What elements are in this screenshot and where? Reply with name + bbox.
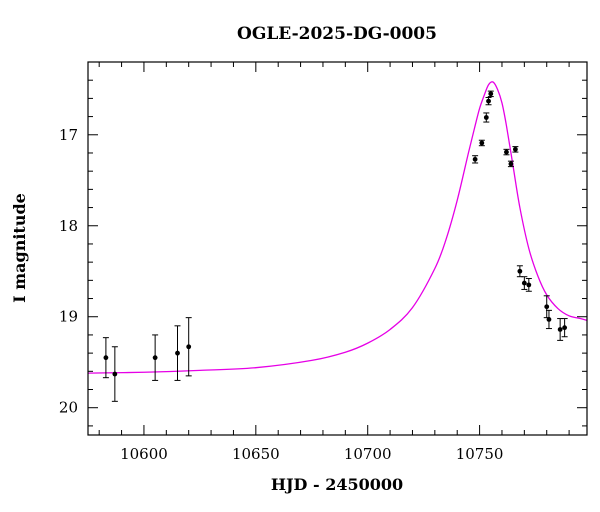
model-curve bbox=[87, 81, 588, 374]
point-marker bbox=[504, 149, 509, 155]
data-point bbox=[503, 148, 510, 156]
point-marker bbox=[112, 371, 118, 377]
point-marker bbox=[472, 156, 478, 162]
x-tick-label: 10700 bbox=[344, 445, 392, 463]
x-tick-label: 10750 bbox=[456, 445, 504, 463]
data-point bbox=[507, 160, 514, 168]
data-point bbox=[102, 337, 109, 379]
data-point bbox=[483, 112, 490, 123]
data-point bbox=[543, 295, 550, 319]
point-marker bbox=[186, 344, 192, 350]
point-marker bbox=[175, 350, 180, 356]
y-axis-label: I magnitude bbox=[10, 193, 29, 303]
y-tick-label: 19 bbox=[59, 308, 78, 326]
point-marker bbox=[483, 115, 489, 120]
point-marker bbox=[488, 91, 494, 97]
point-marker bbox=[508, 161, 514, 167]
point-marker bbox=[526, 282, 532, 288]
y-tick-label: 17 bbox=[59, 126, 78, 144]
point-marker bbox=[546, 317, 552, 322]
y-tick-label: 20 bbox=[59, 399, 78, 417]
axis-ticks: 10600 10650 10700 10750 17 18 19 20 bbox=[59, 61, 587, 463]
data-point bbox=[521, 276, 528, 290]
point-marker bbox=[521, 280, 527, 286]
data-point bbox=[516, 265, 523, 278]
point-marker bbox=[562, 325, 568, 331]
point-marker bbox=[544, 304, 550, 310]
point-marker bbox=[103, 355, 109, 361]
x-axis-label: HJD - 2450000 bbox=[271, 475, 403, 494]
data-point bbox=[545, 309, 552, 330]
data-point bbox=[111, 346, 118, 402]
data-point bbox=[478, 139, 485, 147]
data-point bbox=[152, 334, 159, 381]
data-point bbox=[472, 155, 479, 164]
chart-title: OGLE-2025-DG-0005 bbox=[237, 24, 437, 44]
point-marker bbox=[512, 146, 518, 152]
data-point bbox=[185, 317, 192, 377]
plot-frame bbox=[87, 61, 588, 436]
data-point bbox=[174, 325, 181, 381]
x-tick-label: 10650 bbox=[232, 445, 280, 463]
point-marker bbox=[517, 268, 523, 274]
data-point bbox=[557, 318, 564, 341]
data-point bbox=[561, 318, 568, 338]
x-tick-label: 10600 bbox=[120, 445, 168, 463]
data-point bbox=[485, 96, 492, 106]
model-curve-group bbox=[87, 81, 588, 374]
point-marker bbox=[479, 140, 485, 146]
point-marker bbox=[486, 98, 491, 104]
point-marker bbox=[557, 327, 563, 332]
point-marker bbox=[152, 355, 158, 361]
data-point bbox=[512, 146, 519, 153]
y-tick-label: 18 bbox=[59, 217, 78, 235]
data-point bbox=[487, 90, 494, 98]
data-points-group bbox=[102, 90, 568, 402]
data-point bbox=[525, 278, 532, 292]
